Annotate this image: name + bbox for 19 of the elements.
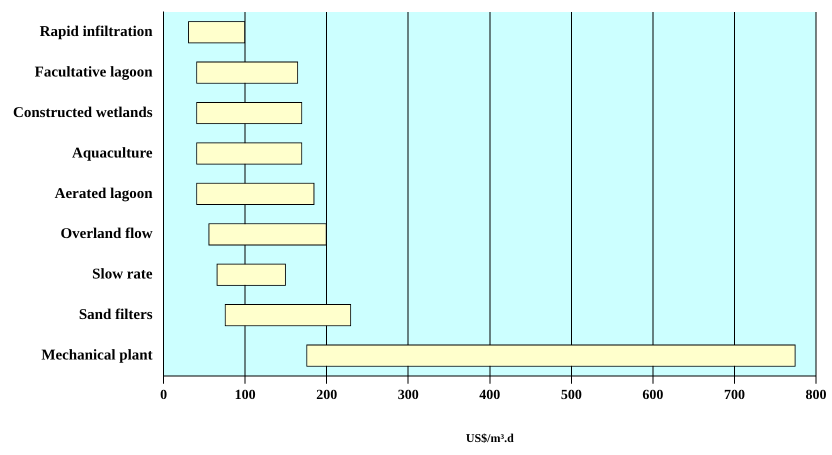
y-tick-label: Slow rate: [92, 266, 153, 283]
y-tick-label: Overland flow: [60, 226, 153, 242]
x-tick-label: 200: [316, 388, 338, 403]
x-tick-label: 400: [479, 388, 500, 403]
y-tick-label: Mechanical plant: [41, 347, 153, 364]
y-tick-label: Aquaculture: [72, 145, 153, 162]
x-tick-label: 0: [160, 388, 168, 403]
x-tick-label: 100: [234, 388, 256, 403]
y-tick-label: Facultative lagoon: [34, 64, 154, 81]
x-tick-label: 500: [560, 388, 582, 403]
x-tick-label: 300: [398, 388, 419, 403]
y-tick-label: Constructed wetlands: [12, 104, 153, 121]
y-tick-label: Sand filters: [78, 307, 153, 324]
y-tick-label: Rapid infiltration: [40, 24, 154, 40]
x-tick-label: 800: [806, 388, 826, 403]
x-tick-label: 600: [642, 388, 664, 403]
x-tick-label: 700: [724, 388, 745, 403]
x-axis-title: US$/m³.d: [466, 430, 514, 445]
y-tick-label: Aerated lagoon: [54, 186, 154, 202]
